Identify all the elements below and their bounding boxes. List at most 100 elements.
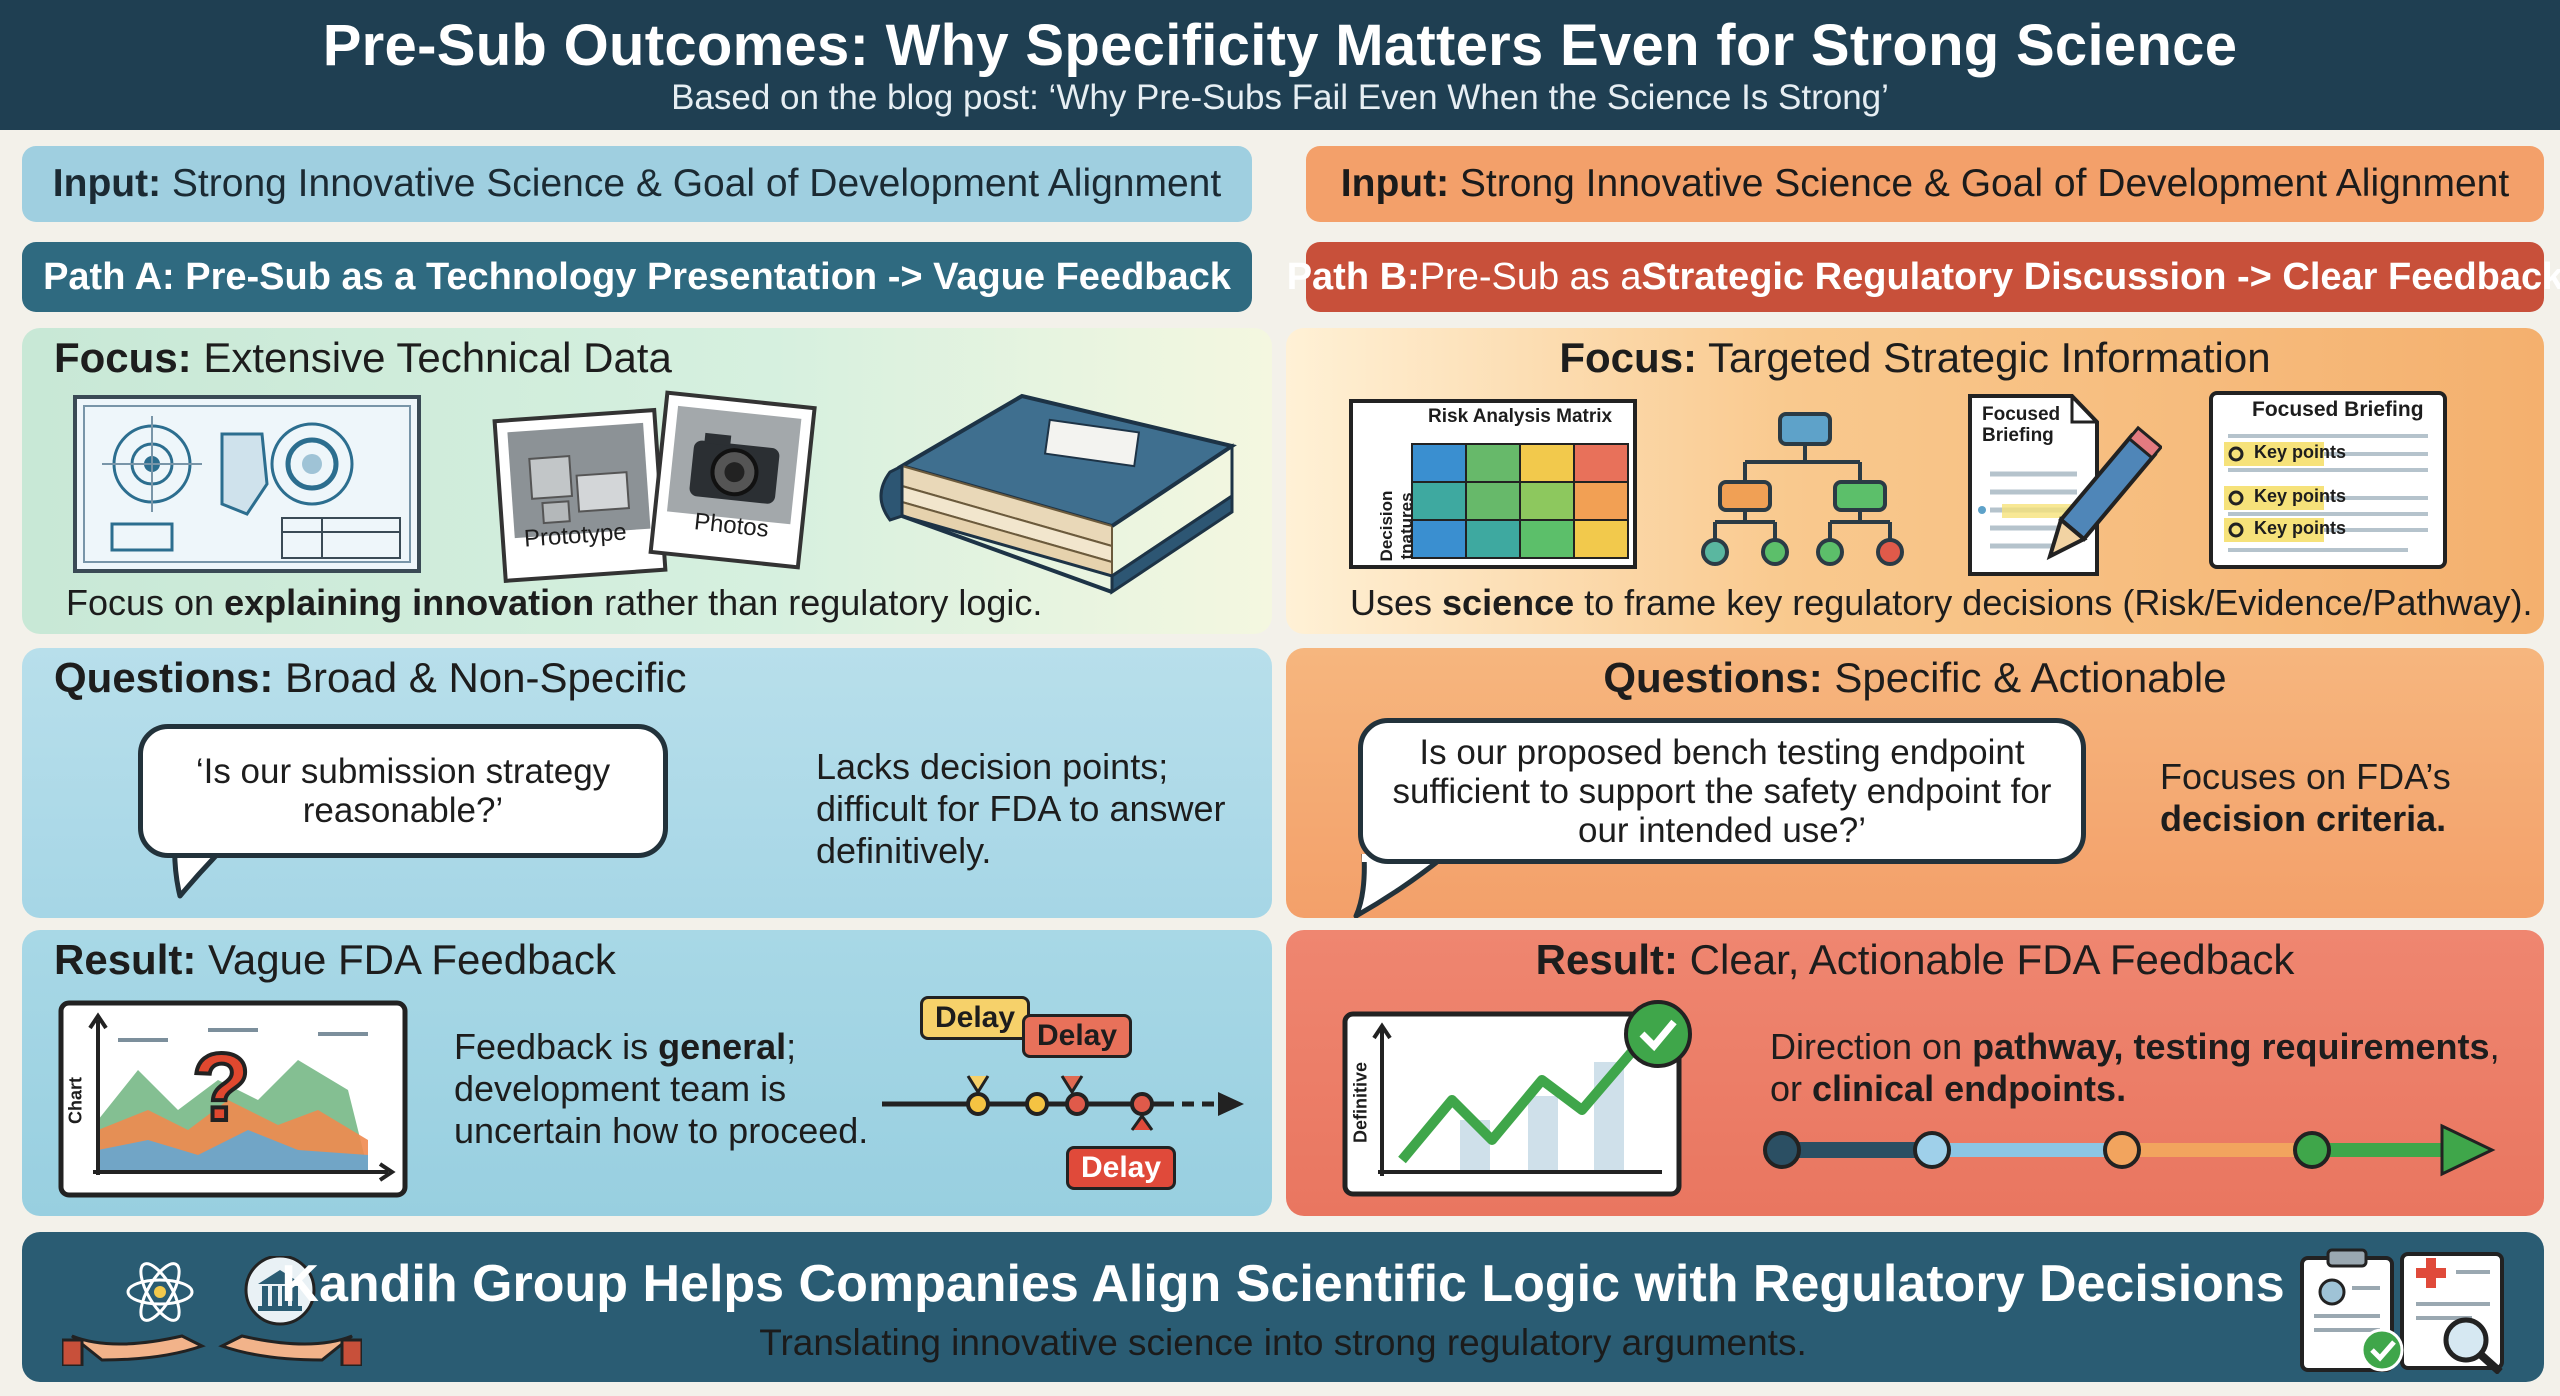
path-b-result-desc-bold2: clinical endpoints. [1812,1068,2127,1109]
path-a-focus-desc-bold: explaining innovation [224,582,595,623]
path-a-result-label: Result: [54,936,197,983]
page-title: Pre-Sub Outcomes: Why Specificity Matter… [322,13,2238,78]
path-b-result-heading: Result: Clear, Actionable FDA Feedback [1286,936,2544,984]
delay-tag-1: Delay [920,996,1031,1040]
risk-matrix-cell [1465,519,1521,559]
path-b-focus-label: Focus: [1559,334,1698,381]
path-b-focus-heading: Focus: Targeted Strategic Information [1286,334,2544,382]
path-a-input: Input: Strong Innovative Science & Goal … [22,146,1252,222]
page-header: Pre-Sub Outcomes: Why Specificity Matter… [0,0,2560,130]
path-a-questions-text: Broad & Non-Specific [285,654,687,701]
path-a-result-desc: Feedback is general; development team is… [454,1026,884,1152]
path-b-pre: Pre-Sub as a [1419,255,1642,298]
path-a-result-desc-post: ; development team is uncertain how to p… [454,1026,869,1151]
risk-matrix-cell [1519,519,1575,559]
chart-axis-label-b: Definitive [1350,1061,1371,1144]
path-a-result-panel: Result: Vague FDA Feedback ? Chart Feedb… [22,930,1272,1216]
path-b-input-text: Strong Innovative Science & Goal of Deve… [1459,162,2510,205]
risk-matrix-cell [1573,519,1629,559]
path-a-question-bubble: ‘Is our submission strategy reasonable?’ [138,724,668,858]
path-a-focus-heading: Focus: Extensive Technical Data [54,334,672,382]
path-b-input-label: Input: [1340,162,1450,205]
risk-matrix-cell [1465,443,1521,483]
delayed-timeline-icon [882,1075,1244,1131]
path-b-result-desc-pre: Direction on [1770,1026,1973,1067]
path-b-input: Input: Strong Innovative Science & Goal … [1306,146,2544,222]
path-a-input-label: Input: [52,162,162,205]
page-subtitle: Based on the blog post: ‘Why Pre-Subs Fa… [671,78,1889,117]
svg-text:?: ? [192,1034,251,1141]
risk-matrix-title: Risk Analysis Matrix [1428,406,1613,427]
path-a-question-note: Lacks decision points; difficult for FDA… [816,746,1226,871]
risk-matrix-axis: Decision tnatures [1377,490,1416,562]
path-a-focus-desc-post: rather than regulatory logic. [594,582,1043,623]
key-point-2: Key points [2254,486,2347,506]
key-point-3: Key points [2254,518,2347,538]
path-b-focus-desc-post: to frame key regulatory decisions (Risk/… [1574,582,2533,623]
path-b-focus-text: Targeted Strategic Information [1707,334,2271,381]
risk-matrix-cell [1465,481,1521,521]
regulatory-documents-icon [2300,1248,2504,1374]
path-b-result-label: Result: [1535,936,1678,983]
path-b-questions-panel: Questions: Specific & Actionable Is our … [1286,648,2544,918]
path-a-result-text: Vague FDA Feedback [208,936,616,983]
path-b-label: Path B: [1286,255,1420,298]
path-b-bold: Strategic Regulatory Discussion -> Clear… [1641,255,2560,298]
risk-matrix-cell [1411,443,1467,483]
decision-tree-icon [1701,412,1904,566]
path-b-focus-desc-pre: Uses [1350,582,1443,623]
path-a-focus-desc-pre: Focus on [66,582,225,623]
risk-matrix-cell [1411,481,1467,521]
path-a-focus-desc: Focus on explaining innovation rather th… [66,582,1042,623]
binder-icon [879,393,1237,595]
technical-drawing-icon [73,395,421,573]
path-a-result-desc-pre: Feedback is [454,1026,659,1067]
small-briefing-title: Focused Briefing [1982,404,2061,446]
path-a-title: Path A: Pre-Sub as a Technology Presenta… [22,242,1252,312]
path-b-focus-desc-bold: science [1442,582,1575,623]
risk-matrix-icon [1349,399,1637,569]
vague-chart-icon: ? [58,1000,408,1198]
path-b-questions-heading: Questions: Specific & Actionable [1286,654,2544,702]
delay-tag-3: Delay [1066,1146,1177,1190]
path-a-result-heading: Result: Vague FDA Feedback [54,936,616,984]
risk-matrix-cell [1519,443,1575,483]
path-b-questions-label: Questions: [1603,654,1823,701]
path-a-focus-panel: Focus: Extensive Technical Data [22,328,1272,634]
footer-subtitle: Translating innovative science into stro… [759,1322,1807,1363]
path-b-title: Path B: Pre-Sub as a Strategic Regulator… [1287,242,2560,312]
footer-banner: Kandih Group Helps Companies Align Scien… [22,1232,2544,1382]
path-b-questions-text: Specific & Actionable [1834,654,2227,701]
path-b-result-desc: Direction on pathway, testing requiremen… [1770,1026,2510,1110]
prototype-photos-icon [492,390,817,583]
path-b-focus-panel: Focus: Targeted Strategic Information Ri… [1286,328,2544,634]
path-b-result-desc-mid: , or [1770,1026,2500,1109]
path-b-question-note-bold: decision criteria. [2160,798,2447,839]
focused-briefing-icon [2209,391,2447,569]
key-point-1: Key points [2254,442,2347,462]
path-a-input-text: Strong Innovative Science & Goal of Deve… [171,162,1222,205]
path-a-questions-label: Questions: [54,654,274,701]
risk-matrix-cell [1519,481,1575,521]
risk-matrix-cell [1411,519,1467,559]
path-a-focus-label: Focus: [54,334,192,381]
briefing-pencil-icon [1968,394,2162,576]
path-a-questions-heading: Questions: Broad & Non-Specific [54,654,687,702]
briefing-title: Focused Briefing [2252,398,2424,421]
path-a-questions-panel: Questions: Broad & Non-Specific ‘Is our … [22,648,1272,918]
path-b-question-bubble: Is our proposed bench testing endpoint s… [1358,718,2086,864]
path-b-result-desc-bold1: pathway, testing requirements [1972,1026,2490,1067]
risk-matrix-cell [1573,481,1629,521]
path-b-question-note: Focuses on FDA’s decision criteria. [2160,756,2500,840]
chart-axis-label-a: Chart [65,1077,86,1125]
science-regulation-hands-icon [62,1256,362,1366]
path-b-focus-desc: Uses science to frame key regulatory dec… [1350,582,2533,623]
path-a-result-desc-bold: general [658,1026,787,1067]
risk-matrix-cell [1573,443,1629,483]
path-a-focus-text: Extensive Technical Data [203,334,672,381]
clear-timeline-icon [1763,1123,2496,1177]
path-b-result-panel: Result: Clear, Actionable FDA Feedback D… [1286,930,2544,1216]
delay-tag-2: Delay [1022,1014,1133,1058]
path-b-question-note-pre: Focuses on FDA’s [2160,756,2451,797]
path-b-result-text: Clear, Actionable FDA Feedback [1689,936,2295,983]
